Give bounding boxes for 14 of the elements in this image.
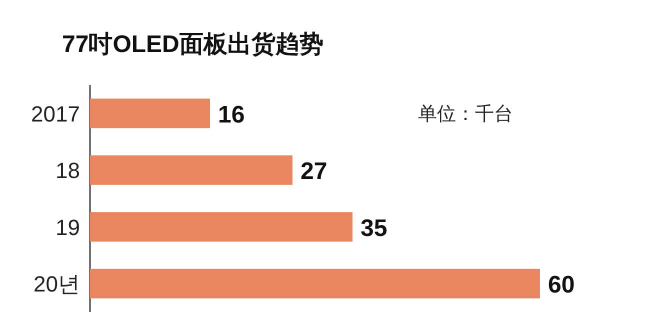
- y-tick-label: 19: [56, 214, 80, 240]
- bar: [90, 98, 210, 128]
- bar: [90, 155, 292, 185]
- data-label: 16: [218, 101, 245, 128]
- bar: [90, 268, 540, 298]
- data-label: 27: [300, 158, 328, 186]
- data-label: 35: [360, 214, 388, 242]
- chart-title: 77吋OLED面板出货趋势: [62, 31, 324, 58]
- bar: [90, 212, 352, 242]
- y-tick-label: 18: [56, 158, 80, 184]
- data-label: 60: [548, 272, 575, 299]
- y-tick-label: 2017: [31, 101, 80, 126]
- annotation: 单位：千台: [418, 104, 513, 125]
- y-tick-label: 20년: [34, 272, 80, 297]
